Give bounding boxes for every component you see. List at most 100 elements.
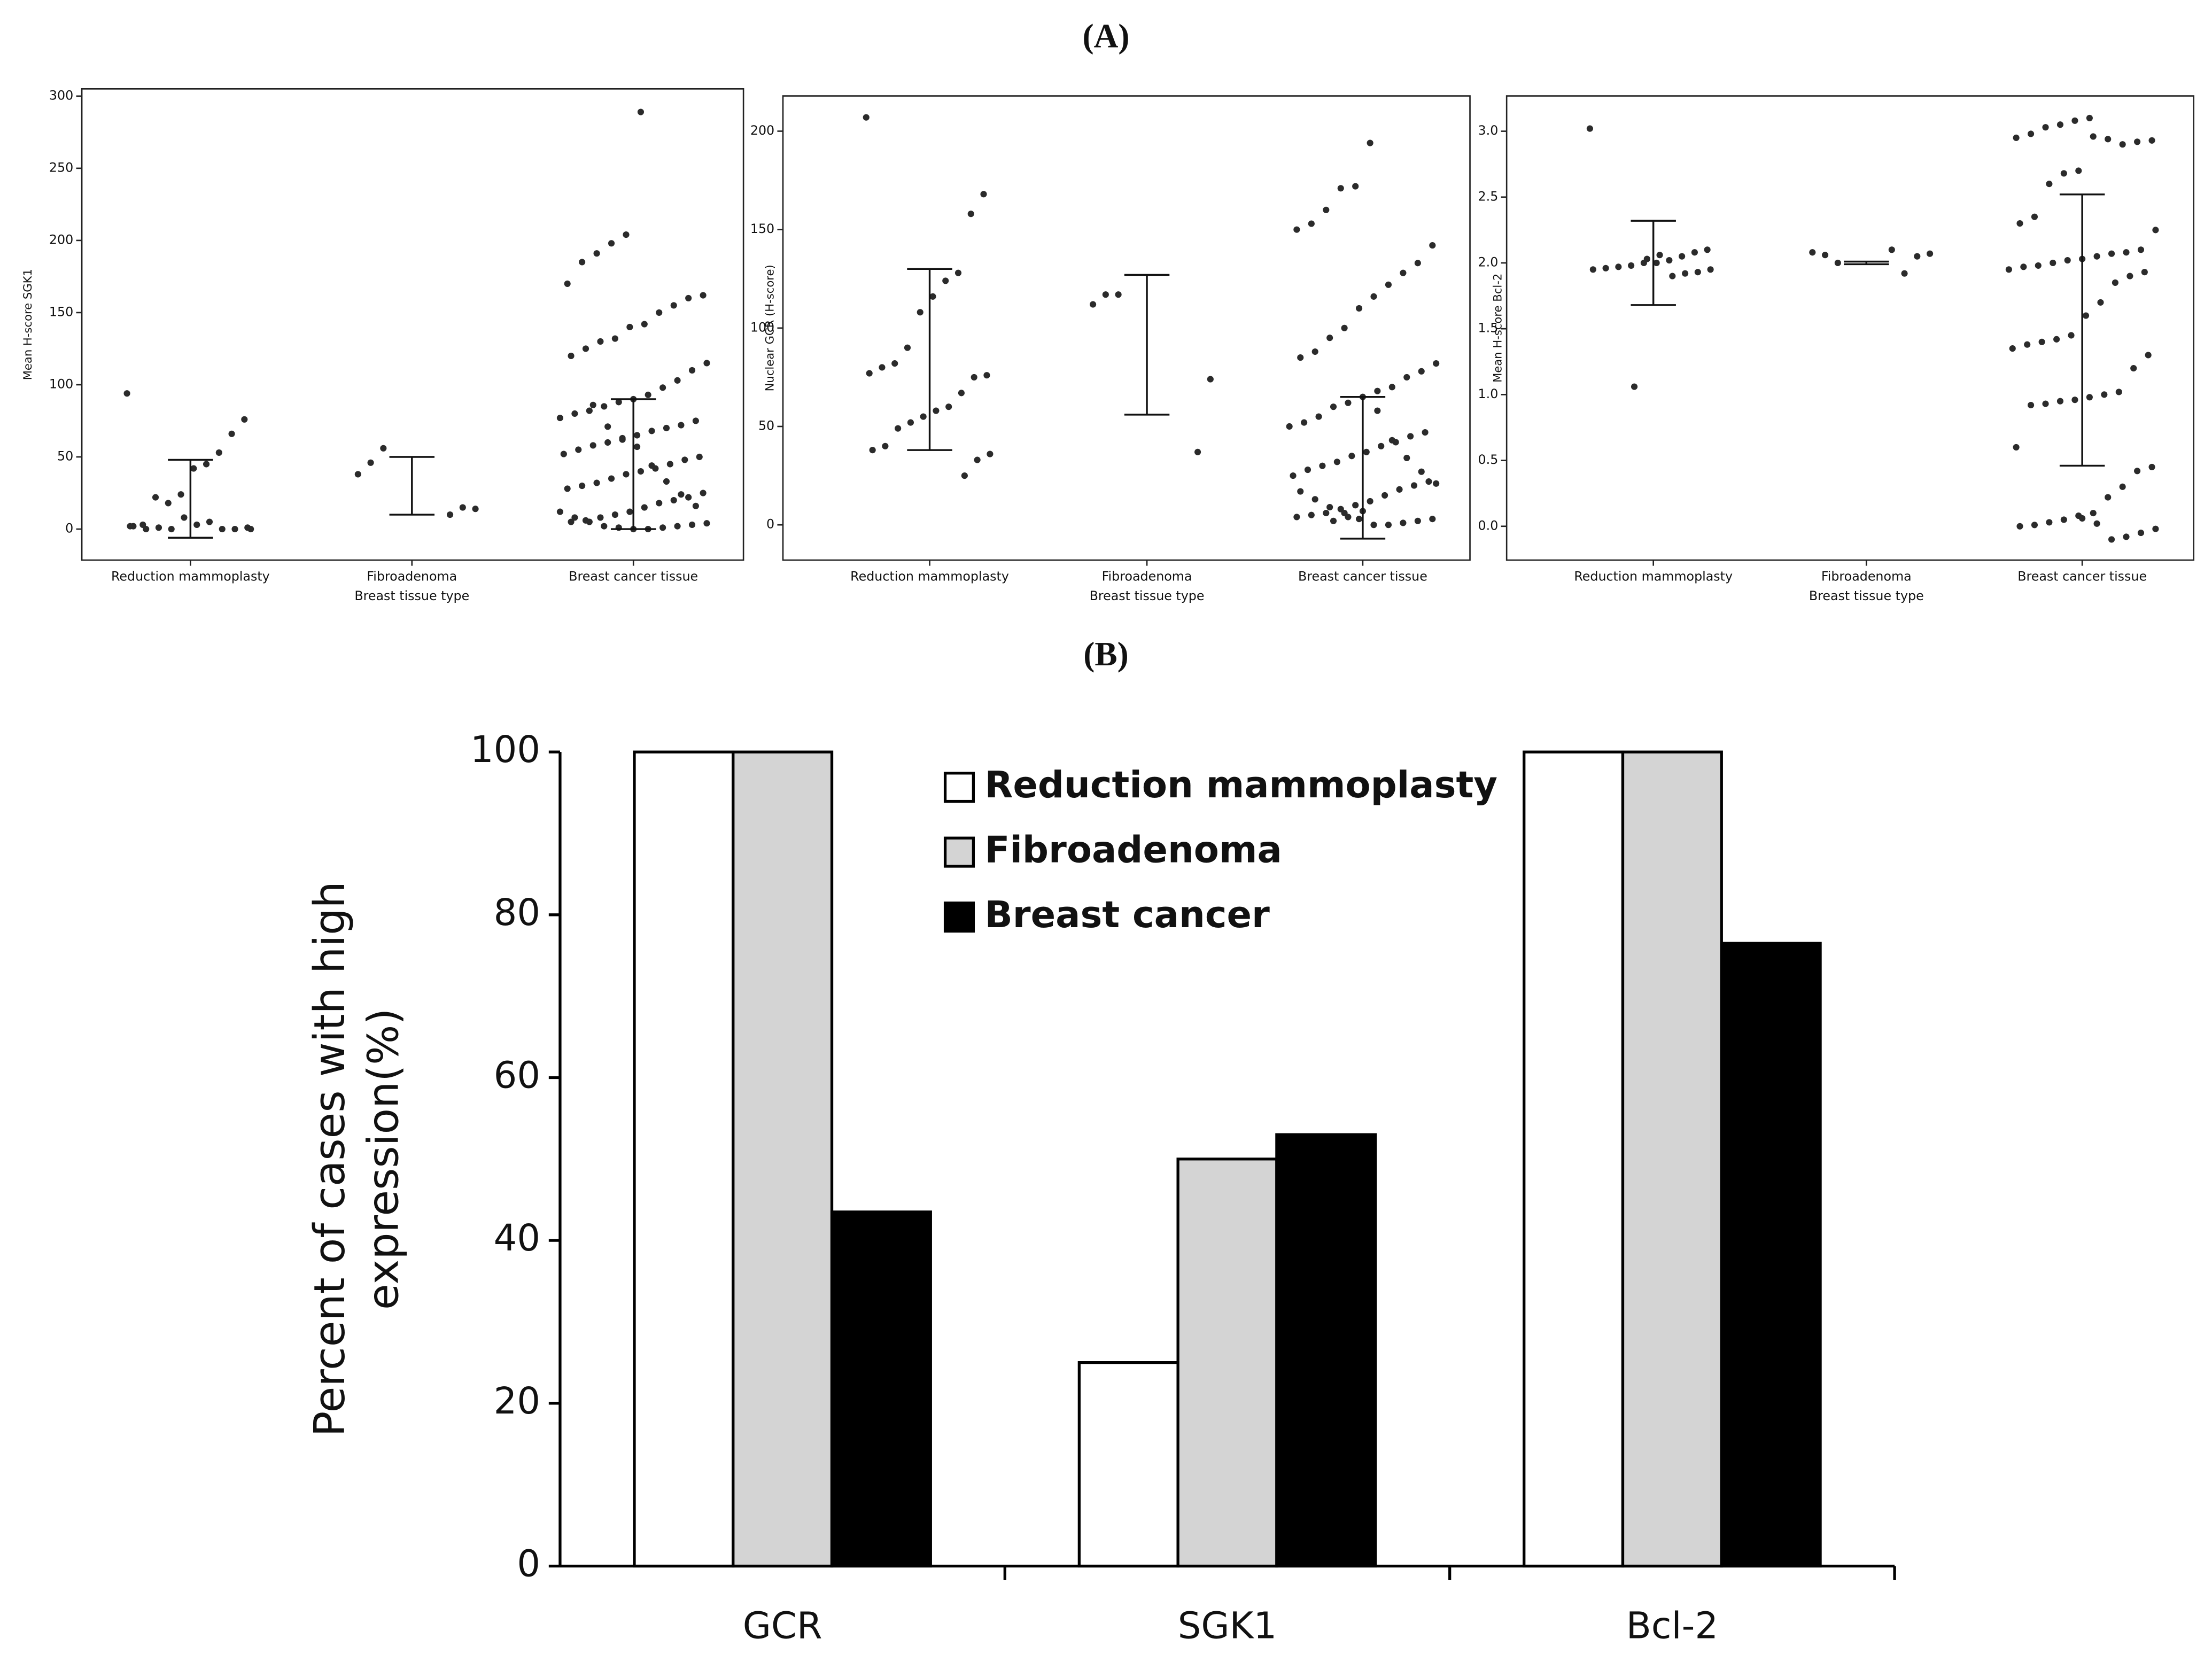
- legend-label: Breast cancer: [984, 894, 1270, 936]
- data-point: [219, 525, 226, 533]
- data-point: [980, 191, 987, 198]
- data-point: [703, 360, 710, 367]
- data-point: [2035, 262, 2042, 269]
- data-point: [143, 525, 150, 533]
- data-point: [2093, 520, 2100, 527]
- data-point: [879, 364, 886, 371]
- data-point: [203, 461, 210, 468]
- data-point: [1669, 273, 1676, 279]
- legend-swatch: [943, 772, 975, 803]
- data-point: [446, 511, 454, 518]
- data-point: [1367, 498, 1373, 505]
- data-point: [1319, 462, 1326, 469]
- data-point: [2064, 257, 2071, 264]
- data-point: [942, 277, 949, 284]
- y-tick-label: 20: [494, 1380, 540, 1423]
- y-axis-label: Percent of cases with high expression(%): [305, 881, 408, 1436]
- data-point: [1348, 453, 1355, 460]
- data-point: [1926, 250, 1934, 257]
- error-bar: [1631, 220, 1676, 306]
- data-point: [611, 511, 618, 518]
- data-point: [2024, 341, 2031, 348]
- data-point: [685, 494, 692, 501]
- data-point: [2060, 516, 2067, 523]
- data-point: [2090, 133, 2097, 140]
- data-point: [2101, 391, 2108, 398]
- data-point: [123, 390, 130, 397]
- data-point: [2105, 494, 2112, 501]
- y-tick-label: 80: [494, 891, 540, 934]
- data-point: [2090, 510, 2097, 517]
- data-point: [1414, 517, 1421, 524]
- data-point: [2137, 246, 2145, 253]
- panel-label: (A): [1083, 17, 1130, 55]
- data-point: [177, 491, 184, 498]
- legend-swatch: [943, 902, 975, 933]
- data-point: [2152, 227, 2159, 234]
- y-axis-label-line: expression(%): [359, 1008, 408, 1310]
- data-point: [190, 465, 197, 472]
- data-point: [2016, 523, 2023, 530]
- data-point: [1315, 413, 1322, 420]
- data-point: [571, 514, 578, 521]
- data-point: [1388, 384, 1395, 391]
- y-tick-label: 250: [49, 160, 73, 175]
- y-axis-label: Nuclear GCR (H-score): [763, 265, 776, 391]
- data-point: [2050, 259, 2056, 267]
- data-point: [929, 293, 936, 300]
- data-point: [2145, 352, 2152, 359]
- data-point: [1388, 437, 1395, 444]
- data-point: [2005, 266, 2012, 273]
- legend-swatch: [943, 836, 975, 868]
- data-point: [2042, 400, 2049, 407]
- legend-label: Fibroadenoma: [984, 829, 1282, 872]
- data-point: [692, 417, 699, 424]
- data-point: [168, 525, 175, 533]
- data-point: [659, 384, 666, 391]
- y-tick-label: 300: [49, 88, 73, 103]
- data-point: [1290, 472, 1297, 479]
- data-point: [1385, 522, 1392, 529]
- data-point: [1888, 246, 1895, 253]
- data-point: [2038, 338, 2045, 345]
- error-bar: [907, 268, 952, 451]
- y-tick-label: 150: [750, 221, 774, 236]
- data-point: [1363, 448, 1370, 455]
- data-point: [597, 338, 604, 345]
- y-tick-label: 50: [758, 418, 774, 433]
- data-point: [1418, 468, 1425, 475]
- data-point: [1352, 502, 1359, 509]
- data-point: [568, 518, 575, 525]
- data-point: [1414, 260, 1421, 267]
- data-point: [2031, 522, 2038, 529]
- data-point: [1691, 249, 1698, 256]
- bar: [1176, 1158, 1278, 1568]
- data-point: [2046, 181, 2053, 188]
- data-point: [983, 372, 990, 379]
- data-point: [1286, 423, 1293, 430]
- data-point: [601, 523, 608, 530]
- data-point: [634, 444, 641, 451]
- data-point: [1370, 293, 1377, 300]
- data-point: [2119, 141, 2126, 148]
- data-point: [601, 403, 608, 410]
- data-point: [575, 446, 582, 453]
- data-point: [571, 410, 578, 417]
- data-point: [2027, 130, 2035, 137]
- data-point: [626, 323, 633, 331]
- data-point: [604, 423, 611, 430]
- data-point: [641, 504, 648, 511]
- data-point: [1330, 403, 1337, 410]
- y-tick-label: 0.0: [1478, 518, 1499, 533]
- data-point: [2148, 137, 2155, 144]
- data-point: [1396, 486, 1403, 493]
- y-tick-label: 40: [494, 1217, 540, 1260]
- bar: [1720, 942, 1822, 1568]
- y-tick-label: 1.5: [1478, 321, 1499, 336]
- data-point: [933, 407, 940, 414]
- data-point: [1679, 253, 1686, 260]
- data-point: [2053, 336, 2060, 343]
- data-point: [1433, 480, 1440, 487]
- data-point: [2108, 536, 2115, 543]
